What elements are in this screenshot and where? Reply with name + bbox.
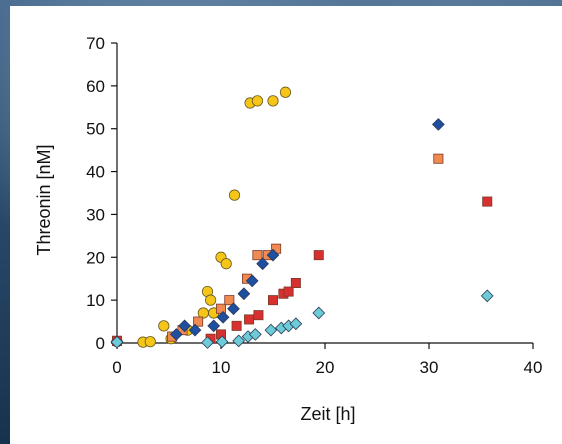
y-tick-label: 70 xyxy=(86,34,105,53)
data-point xyxy=(205,294,217,306)
data-point xyxy=(264,323,278,337)
data-point xyxy=(227,302,240,316)
chart-panel xyxy=(10,6,562,444)
data-point xyxy=(220,258,232,270)
data-point xyxy=(188,323,202,337)
y-tick-label: 10 xyxy=(86,291,105,310)
data-point xyxy=(480,289,494,303)
series-1 xyxy=(111,86,292,348)
x-tick-label: 30 xyxy=(420,358,439,377)
data-point xyxy=(253,310,264,321)
data-point xyxy=(266,248,280,262)
series-5 xyxy=(110,289,494,349)
data-point xyxy=(224,295,235,306)
data-point xyxy=(482,196,493,207)
data-point xyxy=(228,189,241,201)
data-point xyxy=(144,336,156,348)
y-tick-label: 0 xyxy=(96,334,105,353)
data-point xyxy=(207,319,221,333)
series-4 xyxy=(112,196,493,346)
data-point xyxy=(231,320,242,331)
data-point xyxy=(201,336,214,349)
data-point xyxy=(216,310,230,324)
data-point xyxy=(158,320,170,332)
series-2 xyxy=(112,153,444,346)
data-point xyxy=(251,95,263,107)
data-point xyxy=(110,335,124,349)
data-point xyxy=(169,328,183,341)
y-tick-label: 60 xyxy=(86,77,105,96)
x-tick-label: 40 xyxy=(524,358,543,377)
axes: 0 10 20 30 40 50 60 70 0 10 20 30 40 xyxy=(86,34,542,377)
x-tick-label: 10 xyxy=(212,358,231,377)
x-tick-label: 20 xyxy=(316,358,335,377)
data-point xyxy=(215,335,229,349)
data-point xyxy=(244,314,255,325)
data-point xyxy=(313,250,324,261)
y-axis-label: Threonin [nM] xyxy=(34,144,54,255)
data-point xyxy=(245,274,259,288)
y-tick-label: 20 xyxy=(86,248,105,267)
data-point xyxy=(267,295,278,306)
data-point xyxy=(232,334,246,348)
data-points xyxy=(110,86,494,349)
data-point xyxy=(178,319,191,333)
data-point xyxy=(312,306,326,320)
data-point xyxy=(193,316,204,327)
data-point xyxy=(215,303,226,314)
data-point xyxy=(237,287,251,301)
data-point xyxy=(433,153,444,164)
data-point xyxy=(290,277,301,288)
data-point xyxy=(431,118,445,131)
y-tick-label: 50 xyxy=(86,120,105,139)
x-tick-label: 0 xyxy=(112,358,121,377)
series-3 xyxy=(110,118,445,349)
y-tick-label: 40 xyxy=(86,163,105,182)
data-point xyxy=(279,86,292,98)
y-tick-label: 30 xyxy=(86,205,105,224)
data-point xyxy=(267,95,279,107)
x-axis-label: Zeit [h] xyxy=(300,404,355,424)
data-point xyxy=(289,317,303,331)
data-point xyxy=(256,257,269,271)
data-point xyxy=(283,286,294,297)
data-point xyxy=(248,328,262,341)
data-point xyxy=(252,250,263,261)
